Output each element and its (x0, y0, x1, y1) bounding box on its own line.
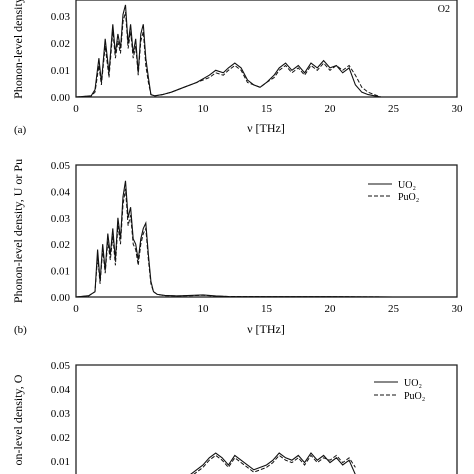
panel-a-ytick-2: 0.02 (51, 38, 70, 50)
panel-c-series-uo2 (190, 452, 356, 474)
panel-c-legend-label-uo2: UO₂ (404, 378, 422, 389)
panel-a-xtick-5: 25 (388, 103, 400, 115)
panel-a-ylabel: Phonon-level density (11, 0, 25, 99)
panel-b: Phonon-level density, U or Pu (b) ν [THz… (11, 159, 463, 336)
panel-a-series-solid (75, 4, 381, 98)
panel-b-ytick-1: 0.01 (51, 266, 70, 278)
panel-a-ytick-0: 0.00 (51, 92, 71, 104)
panel-b-yticks: 0.00 0.01 0.02 0.03 0.04 0.05 (51, 160, 71, 304)
panel-a-xtick-2: 10 (198, 103, 210, 115)
panel-a-frame (75, 0, 458, 98)
panel-b-xtick-5: 25 (388, 303, 400, 315)
panel-a-xtick-4: 20 (325, 103, 337, 115)
panel-b-xtick-2: 10 (198, 303, 210, 315)
panel-c-ytick-2: 0.03 (51, 408, 71, 420)
panel-a-series-dashed (75, 11, 381, 98)
panel-a-ytick-3: 0.03 (51, 11, 71, 23)
panel-b-xtick-1: 5 (137, 303, 143, 315)
panel-c: on-level density, O UO₂ PuO₂ 0.05 0.04 0… (11, 360, 458, 474)
panel-a-xtick-1: 5 (137, 103, 143, 115)
panel-a-letter: (a) (14, 124, 27, 136)
panel-b-ytick-4: 0.04 (51, 186, 71, 198)
panel-c-series-puo2 (193, 454, 356, 474)
panel-c-ytick-4: 0.01 (51, 456, 70, 468)
panel-b-xtick-4: 20 (325, 303, 337, 315)
panel-b-legend-label-puo2: PuO₂ (398, 192, 419, 203)
panel-a-xticks: 0 5 10 15 20 25 30 (73, 103, 463, 115)
panel-a-xtick-6: 30 (452, 103, 464, 115)
panel-c-ylabel: on-level density, O (11, 374, 25, 465)
panel-b-series-puo2 (75, 188, 457, 298)
panel-b-ytick-3: 0.03 (51, 213, 71, 225)
panel-c-yticks: 0.05 0.04 0.03 0.02 0.01 (51, 360, 71, 468)
panel-b-letter: (b) (14, 324, 27, 336)
panel-a-legend-partial: O2 (438, 4, 450, 15)
panel-a: Phonon-level density O2 (a) ν [THz] 0 5 … (11, 0, 463, 136)
panel-b-ytick-0: 0.00 (51, 292, 71, 304)
panel-b-legend-label-uo2: UO₂ (398, 180, 416, 191)
panel-a-xtick-0: 0 (73, 103, 79, 115)
panel-a-yticks: 0.00 0.01 0.02 0.03 (51, 11, 71, 104)
panel-c-legend-label-puo2: PuO₂ (404, 391, 425, 402)
panel-b-xticks: 0 5 10 15 20 25 30 (73, 303, 463, 315)
panel-c-ytick-3: 0.02 (51, 432, 70, 444)
panel-b-ylabel: Phonon-level density, U or Pu (11, 159, 25, 303)
panel-a-xlabel: ν [THz] (247, 121, 285, 135)
panel-c-ytick-1: 0.04 (51, 384, 71, 396)
panel-a-ytick-1: 0.01 (51, 65, 70, 77)
panel-b-xtick-3: 15 (261, 303, 273, 315)
panel-c-ytick-0: 0.05 (51, 360, 71, 372)
panel-c-frame (75, 364, 458, 474)
panel-a-xtick-3: 15 (261, 103, 273, 115)
panel-b-legend: UO₂ PuO₂ (368, 180, 419, 203)
panel-c-legend: UO₂ PuO₂ (374, 378, 425, 402)
panel-b-xtick-6: 30 (452, 303, 464, 315)
panel-b-ytick-2: 0.02 (51, 239, 70, 251)
panel-b-ytick-5: 0.05 (51, 160, 71, 172)
panel-b-xtick-0: 0 (73, 303, 79, 315)
panel-b-xlabel: ν [THz] (247, 322, 285, 336)
